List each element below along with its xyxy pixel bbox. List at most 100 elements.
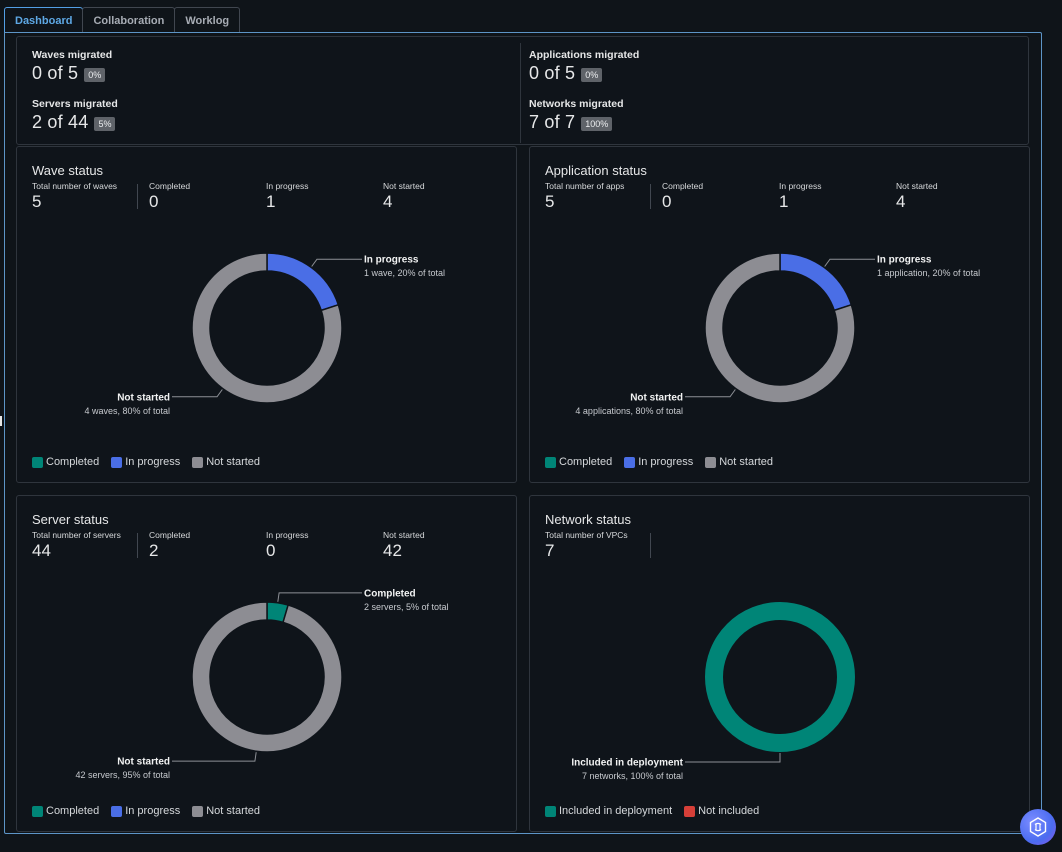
legend-swatch: [705, 456, 717, 468]
legend-label: Not included: [698, 805, 760, 817]
legend-label: Completed: [559, 456, 613, 468]
application-status-card: In progress 1 application, 20% of total No…: [529, 146, 1030, 483]
stat-label: In progress: [266, 530, 309, 540]
callout-title: Not started: [117, 392, 170, 403]
legend-swatch: [192, 456, 204, 468]
legend-item-in-progress[interactable]: In progress: [111, 456, 180, 468]
legend-item-completed[interactable]: Completed: [545, 456, 612, 468]
stat-value: 1: [266, 192, 276, 211]
stat-in-progress: In progress 1: [266, 181, 309, 212]
legend-item-not-started[interactable]: Not started: [705, 456, 773, 468]
network-status-card: Included in deployment 7 networks, 100% o…: [529, 495, 1030, 832]
stat-label: In progress: [266, 181, 309, 191]
donut-segment-in-progress[interactable]: [266, 252, 340, 312]
waves-migrated-value: 0 of 5: [32, 63, 79, 83]
stat-total: Total number of waves 5: [32, 181, 117, 212]
legend-label: Not started: [719, 456, 774, 468]
legend-item-completed[interactable]: Completed: [32, 456, 99, 468]
donut-segment-included-in-deployment[interactable]: [705, 602, 855, 752]
resize-handle[interactable]: [0, 416, 2, 426]
callout-not-started: Not started 4 waves, 80% of total: [84, 389, 223, 416]
tab-dashboard[interactable]: Dashboard: [4, 7, 84, 33]
chart-legend: Completed In progress Not started: [32, 805, 260, 817]
servers-migrated-badge: 5%: [94, 117, 116, 131]
stat-label: Total number of apps: [545, 181, 625, 191]
stat-value: 0: [662, 192, 672, 211]
legend-swatch: [545, 805, 556, 817]
server-status-donut: Completed 2 servers, 5% of total Not start…: [75, 588, 448, 780]
server-status-title: Server status: [32, 512, 109, 527]
networks-migrated-label: Networks migrated: [529, 98, 624, 110]
donut-segment-not-started[interactable]: [191, 252, 343, 404]
waves-migrated-label: Waves migrated: [32, 49, 113, 61]
networks-migrated-badge: 100%: [581, 117, 613, 131]
stat-value: 1: [779, 192, 789, 211]
callout-in-progress: In progress 1 wave, 20% of total: [311, 255, 445, 278]
stat-label: Not started: [383, 181, 425, 191]
tab-panel: [4, 32, 1042, 834]
stat-not-started: Not started 4: [383, 181, 425, 212]
legend-item-in-progress[interactable]: In progress: [111, 805, 180, 817]
callout-in-progress: In progress 1 application, 20% of total: [824, 255, 980, 278]
legend-label: In progress: [125, 456, 181, 468]
stat-total: Total number of servers 44: [32, 530, 121, 561]
stat-value: 7: [545, 541, 555, 560]
legend-item-not-started[interactable]: Not started: [192, 456, 260, 468]
stat-label: Total number of waves: [32, 181, 118, 191]
legend-item-in-progress[interactable]: In progress: [624, 456, 693, 468]
legend-swatch: [111, 456, 123, 468]
stat-in-progress: In progress 1: [779, 181, 822, 212]
legend-swatch: [192, 805, 204, 817]
stat-value: 0: [149, 192, 159, 211]
wave-status-title: Wave status: [32, 163, 104, 178]
donut-segment-not-started[interactable]: [191, 601, 343, 753]
stat-value: 42: [383, 541, 402, 560]
callout-title: Completed: [364, 588, 416, 599]
stat-not-started: Not started 4: [896, 181, 938, 212]
callout-line: [311, 258, 362, 267]
stat-divider: [137, 184, 138, 209]
stat-divider: [650, 533, 651, 558]
waves-migrated-badge: 0%: [84, 68, 106, 82]
tab-bar: Dashboard Collaboration Worklog: [4, 7, 241, 33]
callout-title: Not started: [630, 392, 683, 403]
stat-label: In progress: [779, 181, 822, 191]
stat-label: Total number of VPCs: [545, 530, 628, 540]
callout-line: [172, 389, 223, 398]
networks-migrated: Networks migrated 7 of 7 100%: [529, 98, 624, 133]
callout-title: In progress: [877, 255, 932, 266]
stat-value: 4: [896, 192, 906, 211]
donut-segment-in-progress[interactable]: [779, 252, 853, 312]
stat-value: 2: [149, 541, 159, 560]
sync-hexagon-icon: [1029, 817, 1047, 837]
assistant-button[interactable]: [1020, 809, 1056, 845]
stat-completed: Completed 0: [662, 181, 703, 212]
legend-label: Not started: [206, 805, 261, 817]
server-status-card: Completed 2 servers, 5% of total Not start…: [16, 495, 517, 832]
chart-legend: Included in deployment Not included: [545, 805, 759, 817]
legend-item-not-included[interactable]: Not included: [684, 805, 759, 817]
donut-segment-not-started[interactable]: [704, 252, 856, 404]
legend-swatch: [111, 805, 123, 817]
legend-label: Included in deployment: [559, 805, 673, 817]
legend-item-completed[interactable]: Completed: [32, 805, 99, 817]
stat-not-started: Not started 42: [383, 530, 425, 561]
wave-status-donut: In progress 1 wave, 20% of total Not start…: [84, 252, 445, 416]
tab-collaboration[interactable]: Collaboration: [82, 7, 176, 33]
legend-item-not-started[interactable]: Not started: [192, 805, 260, 817]
callout-not-started: Not started 4 applications, 80% of total: [575, 389, 736, 416]
legend-swatch: [684, 805, 696, 817]
legend-item-included[interactable]: Included in deployment: [545, 805, 672, 817]
callout-not-started: Not started 42 servers, 95% of total: [75, 752, 257, 780]
stat-label: Completed: [149, 530, 191, 540]
network-status-title: Network status: [545, 512, 631, 527]
tab-worklog[interactable]: Worklog: [174, 7, 241, 33]
callout-line: [277, 592, 362, 602]
callout-line: [172, 752, 257, 762]
legend-swatch: [32, 805, 43, 817]
stat-value: 4: [383, 192, 393, 211]
stat-label: Not started: [896, 181, 938, 191]
summary-divider: [520, 43, 521, 143]
chart-legend: Completed In progress Not started: [545, 456, 773, 468]
stat-completed: Completed 2: [149, 530, 190, 561]
